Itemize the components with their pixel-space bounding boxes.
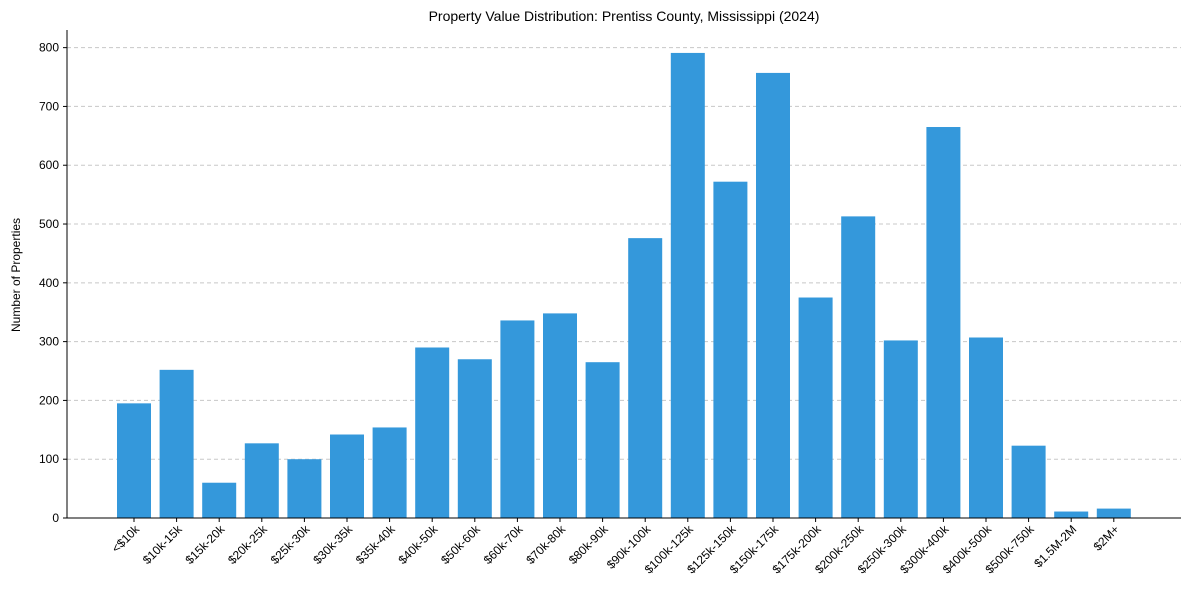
- y-tick-label: 400: [39, 276, 59, 290]
- bar-15: [756, 72, 790, 519]
- bars: [117, 52, 1131, 519]
- x-tick-label: $20k-25k: [225, 522, 271, 568]
- bar-7: [415, 347, 450, 518]
- y-tick-label: 300: [39, 335, 59, 349]
- bar-5: [330, 434, 364, 518]
- bar-22: [1054, 511, 1089, 518]
- x-tick-label: $2M+: [1091, 522, 1122, 553]
- y-tick-label: 700: [39, 99, 59, 113]
- x-tick-label: $30k-35k: [310, 522, 356, 568]
- y-tick-label: 0: [52, 511, 59, 525]
- bar-10: [543, 313, 577, 518]
- y-axis-label: Number of Properties: [9, 218, 23, 332]
- bar-18: [883, 340, 918, 518]
- x-axis-ticks: <$10k$10k-15k$15k-20k$20k-25k$25k-30k$30…: [109, 518, 1122, 576]
- x-tick-label: $10k-15k: [140, 522, 186, 568]
- x-tick-label: $25k-30k: [268, 522, 314, 568]
- bar-12: [628, 238, 663, 518]
- bar-14: [713, 181, 748, 518]
- bar-20: [969, 337, 1003, 518]
- bar-0: [117, 403, 151, 518]
- y-tick-label: 100: [39, 452, 59, 466]
- bar-4: [287, 459, 322, 518]
- x-tick-label: $1.5M-2M: [1031, 522, 1079, 570]
- bar-8: [457, 359, 492, 518]
- y-tick-label: 500: [39, 217, 59, 231]
- grid-lines: [67, 47, 1181, 460]
- x-tick-label: $15k-20k: [183, 522, 229, 568]
- bar-21: [1011, 445, 1046, 518]
- bar-1: [159, 369, 194, 518]
- x-tick-label: $40k-50k: [396, 522, 442, 568]
- bar-9: [500, 320, 535, 518]
- bar-13: [670, 52, 705, 519]
- y-axis-ticks: 0 100 200 300 400 500 600 700 800: [39, 41, 67, 525]
- x-tick-label: $35k-40k: [353, 522, 399, 568]
- bar-3: [244, 443, 279, 518]
- bar-17: [841, 216, 876, 518]
- y-tick-label: 600: [39, 158, 59, 172]
- chart-title: Property Value Distribution: Prentiss Co…: [429, 8, 820, 24]
- y-tick-label: 800: [39, 41, 59, 55]
- bar-2: [202, 482, 237, 518]
- bar-23: [1096, 508, 1131, 518]
- axes: [66, 30, 1181, 519]
- bar-16: [798, 297, 833, 518]
- bar-19: [926, 127, 961, 518]
- x-tick-label: <$10k: [109, 522, 143, 556]
- y-tick-label: 200: [39, 393, 59, 407]
- x-tick-label: $50k-60k: [438, 522, 484, 568]
- bar-6: [372, 427, 407, 518]
- x-tick-label: $70k-80k: [523, 522, 569, 568]
- bar-11: [585, 362, 620, 518]
- x-tick-label: $60k-70k: [481, 522, 527, 568]
